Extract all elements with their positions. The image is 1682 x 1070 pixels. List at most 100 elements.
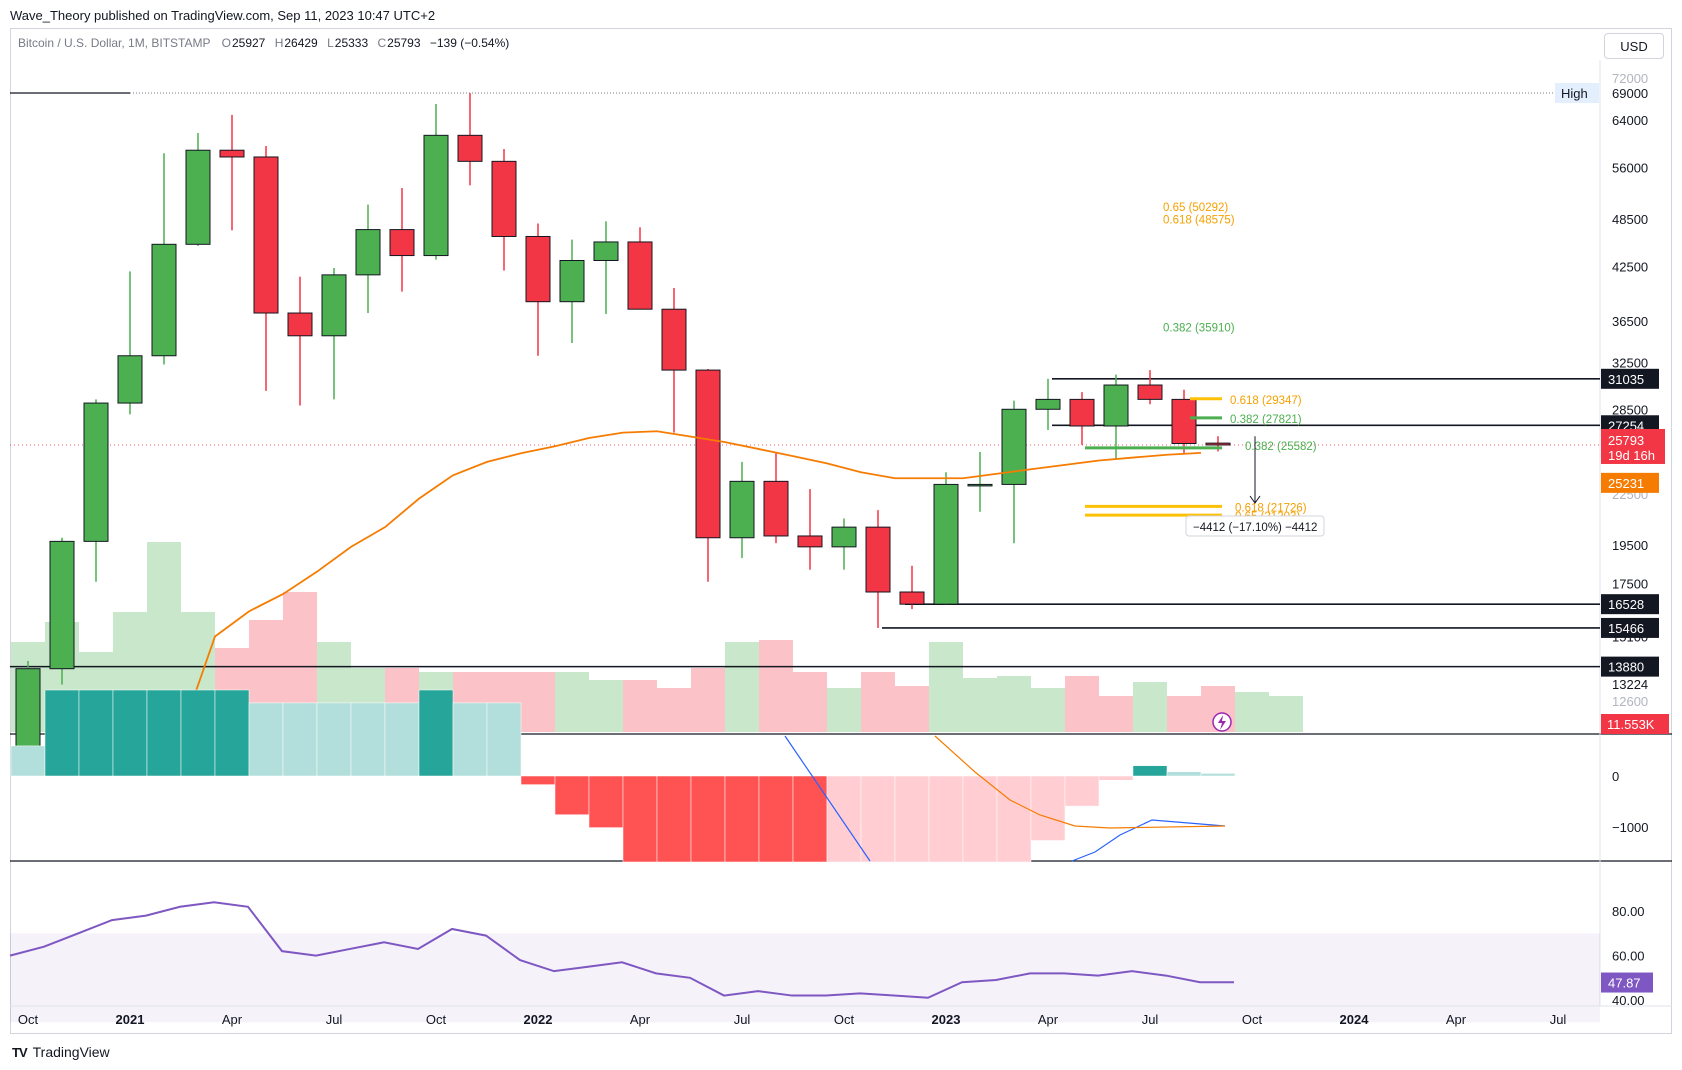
volume-bar <box>861 672 895 732</box>
chart-frame <box>10 28 1672 1034</box>
volume-bar <box>1269 696 1303 732</box>
level-label: 16528 <box>1608 597 1644 612</box>
macd-histogram-bar <box>928 775 964 863</box>
moving-average-line <box>180 430 1202 735</box>
macd-histogram-bar <box>826 775 862 863</box>
countdown-label: 19d 16h <box>1608 448 1655 463</box>
rsi-axis-tick: 40.00 <box>1612 993 1645 1008</box>
volume-bar <box>1031 688 1065 732</box>
macd-histogram-bar <box>452 702 488 777</box>
price-axis-tick: 48500 <box>1612 212 1648 227</box>
level-label-box <box>1601 594 1659 615</box>
change-value: −139 (−0.54%) <box>429 36 510 50</box>
time-axis-tick: Jul <box>1142 1012 1159 1027</box>
volume-bar <box>1133 682 1167 732</box>
time-axis-tick: Oct <box>834 1012 855 1027</box>
fib-level-label: 0.382 (27821) <box>1230 414 1302 426</box>
volume-bar <box>623 680 657 732</box>
high-value: 26429 <box>284 36 318 50</box>
volume-bar <box>1235 692 1269 732</box>
candle-body <box>151 243 177 357</box>
fib-level-label: 0.618 (21726) <box>1235 502 1307 514</box>
candle-body <box>695 369 721 539</box>
time-axis-tick: Apr <box>1038 1012 1059 1027</box>
time-axis-tick: 2024 <box>1340 1012 1370 1027</box>
volume-bar <box>589 680 623 732</box>
open-value: 25927 <box>231 36 266 50</box>
tradingview-logo-mark: TV <box>12 1044 28 1060</box>
rsi-axis-tick: 80.00 <box>1612 904 1645 919</box>
rsi-value-label: 47.87 <box>1608 976 1641 991</box>
price-axis-tick: 19500 <box>1612 538 1648 553</box>
macd-histogram-bar <box>588 775 624 828</box>
time-axis-tick: Apr <box>1446 1012 1467 1027</box>
macd-histogram-bar <box>248 702 284 777</box>
candle-body <box>185 149 211 245</box>
candle-body <box>219 149 245 158</box>
level-label-box <box>1601 656 1659 677</box>
volume-bar <box>1099 696 1133 732</box>
macd-histogram-bar <box>350 702 386 777</box>
candle-body <box>525 235 551 303</box>
candle-body <box>763 480 789 537</box>
candle-body <box>287 312 313 337</box>
macd-histogram-bar <box>962 775 998 863</box>
high-value: 69000 <box>1612 86 1648 101</box>
volume-bar <box>827 688 861 732</box>
candle-body <box>933 483 959 605</box>
rsi-value-box <box>1601 972 1653 993</box>
macd-histogram-bar <box>78 689 114 777</box>
candle-body <box>967 483 993 487</box>
time-axis-tick: Oct <box>18 1012 39 1027</box>
price-axis-tick: 72000 <box>1612 71 1648 86</box>
high-label-box <box>1555 83 1599 103</box>
macd-line <box>1071 819 1226 862</box>
price-axis-tick: 13224 <box>1612 677 1648 692</box>
macd-histogram-bar <box>44 689 80 777</box>
candle-body <box>389 229 415 257</box>
volume-bar <box>1167 696 1201 732</box>
macd-histogram-bar <box>1030 775 1066 841</box>
volume-label: 11.553K <box>1607 717 1655 732</box>
high-label: High <box>1561 86 1588 101</box>
volume-bar <box>929 642 963 732</box>
candle-body <box>559 259 585 303</box>
price-axis-tick: 28500 <box>1612 402 1648 417</box>
ma-price-label: 25231 <box>1608 476 1644 491</box>
time-axis-tick: Oct <box>426 1012 447 1027</box>
macd-histogram-bar <box>758 775 794 863</box>
macd-histogram-bar <box>1064 775 1100 807</box>
measure-label-box <box>1185 515 1325 537</box>
low-value: 25333 <box>334 36 369 50</box>
macd-histogram-bar <box>690 775 726 863</box>
macd-histogram-bar <box>1098 775 1134 781</box>
fib-level-label: 0.618 (29347) <box>1230 395 1302 407</box>
fib-level-label: 0.618 (48575) <box>1163 215 1235 227</box>
volume-bar <box>657 688 691 732</box>
volume-bar <box>555 672 589 732</box>
macd-axis-tick: −1000 <box>1612 820 1649 835</box>
currency-button[interactable]: USD <box>1604 33 1664 59</box>
close-value: 25793 <box>387 36 421 50</box>
macd-histogram-bar <box>418 689 454 777</box>
macd-histogram-bar <box>1166 771 1202 777</box>
publisher-header: Wave_Theory published on TradingView.com… <box>10 8 436 23</box>
rsi-line <box>9 901 1234 999</box>
candle-body <box>729 480 755 539</box>
high-label: H <box>274 36 284 50</box>
level-label-box <box>1601 617 1659 638</box>
macd-histogram-bar <box>1200 773 1236 777</box>
candle-body <box>1035 398 1061 410</box>
candle-body <box>355 229 381 276</box>
price-axis-tick: 36500 <box>1612 314 1648 329</box>
rsi-axis-tick: 60.00 <box>1612 949 1645 964</box>
symbol-info-bar: Bitcoin / U.S. Dollar, 1M, BITSTAMP O259… <box>18 36 515 50</box>
level-label: 15466 <box>1608 621 1644 636</box>
macd-histogram-bar <box>894 775 930 863</box>
candle-body <box>797 535 823 548</box>
candle-body <box>1103 384 1129 427</box>
candle-body <box>83 402 109 542</box>
symbol-name[interactable]: Bitcoin / U.S. Dollar, 1M, BITSTAMP <box>18 36 211 50</box>
price-axis-tick: 42500 <box>1612 259 1648 274</box>
